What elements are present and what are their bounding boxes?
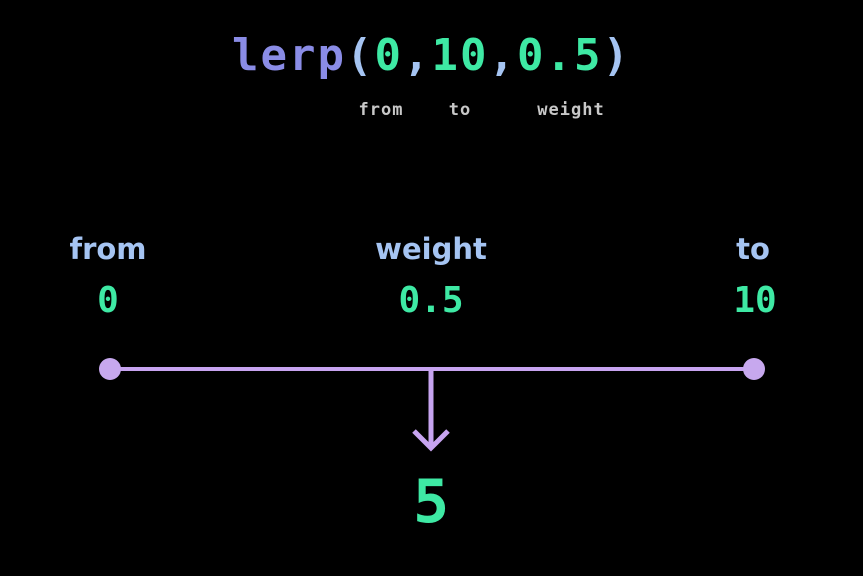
- arg-weight: 0.5: [516, 30, 603, 81]
- weight-value: 0.5: [398, 280, 464, 321]
- result-arrow-head: [412, 429, 450, 452]
- to-dot: [743, 358, 765, 380]
- close-paren: ): [602, 30, 631, 81]
- open-paren: (: [346, 30, 375, 81]
- arg-to: 10: [431, 30, 489, 81]
- annotation-weight: weight: [537, 100, 605, 120]
- weight-label: weight: [375, 232, 487, 266]
- annotation-from: from: [358, 100, 404, 120]
- from-value: 0: [97, 280, 119, 321]
- comma: ,: [488, 30, 517, 81]
- arg-from: 0: [374, 30, 403, 81]
- result-value: 5: [412, 467, 450, 537]
- from-dot: [99, 358, 121, 380]
- to-label: to: [736, 232, 770, 266]
- to-value: 10: [733, 280, 777, 321]
- annotation-to: to: [448, 100, 472, 120]
- from-label: from: [69, 232, 147, 266]
- code-expression: lerp(0,10,0.5): [0, 30, 863, 81]
- function-name: lerp: [232, 30, 346, 81]
- comma: ,: [403, 30, 432, 81]
